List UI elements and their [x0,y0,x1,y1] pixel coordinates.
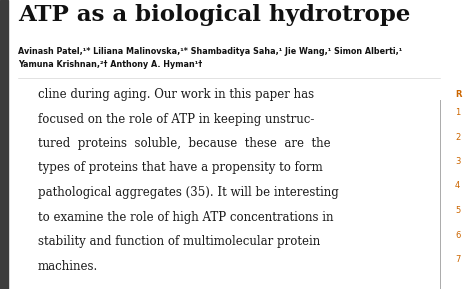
Text: 4: 4 [455,181,460,190]
Text: 2: 2 [455,132,460,142]
Text: to examine the role of high ATP concentrations in: to examine the role of high ATP concentr… [38,210,334,223]
Text: pathological aggregates (35). It will be interesting: pathological aggregates (35). It will be… [38,186,339,199]
Text: Yamuna Krishnan,²† Anthony A. Hyman¹†: Yamuna Krishnan,²† Anthony A. Hyman¹† [18,60,202,69]
Text: tured  proteins  soluble,  because  these  are  the: tured proteins soluble, because these ar… [38,137,331,150]
Text: Avinash Patel,¹* Liliana Malinovska,¹* Shambaditya Saha,¹ Jie Wang,¹ Simon Alber: Avinash Patel,¹* Liliana Malinovska,¹* S… [18,47,402,56]
Bar [0,0,8,289]
Text: types of proteins that have a propensity to form: types of proteins that have a propensity… [38,162,323,175]
Text: 5: 5 [455,206,460,215]
Text: ATP as a biological hydrotrope: ATP as a biological hydrotrope [18,4,410,26]
Text: cline during aging. Our work in this paper has: cline during aging. Our work in this pap… [38,88,314,101]
Text: machines.: machines. [38,260,98,273]
Text: 7: 7 [455,255,460,264]
Text: stability and function of multimolecular protein: stability and function of multimolecular… [38,235,320,248]
Text: R: R [455,90,462,99]
Text: 6: 6 [455,231,460,240]
Text: focused on the role of ATP in keeping unstruc-: focused on the role of ATP in keeping un… [38,112,314,125]
Text: 3: 3 [455,157,460,166]
Text: 1: 1 [455,108,460,117]
